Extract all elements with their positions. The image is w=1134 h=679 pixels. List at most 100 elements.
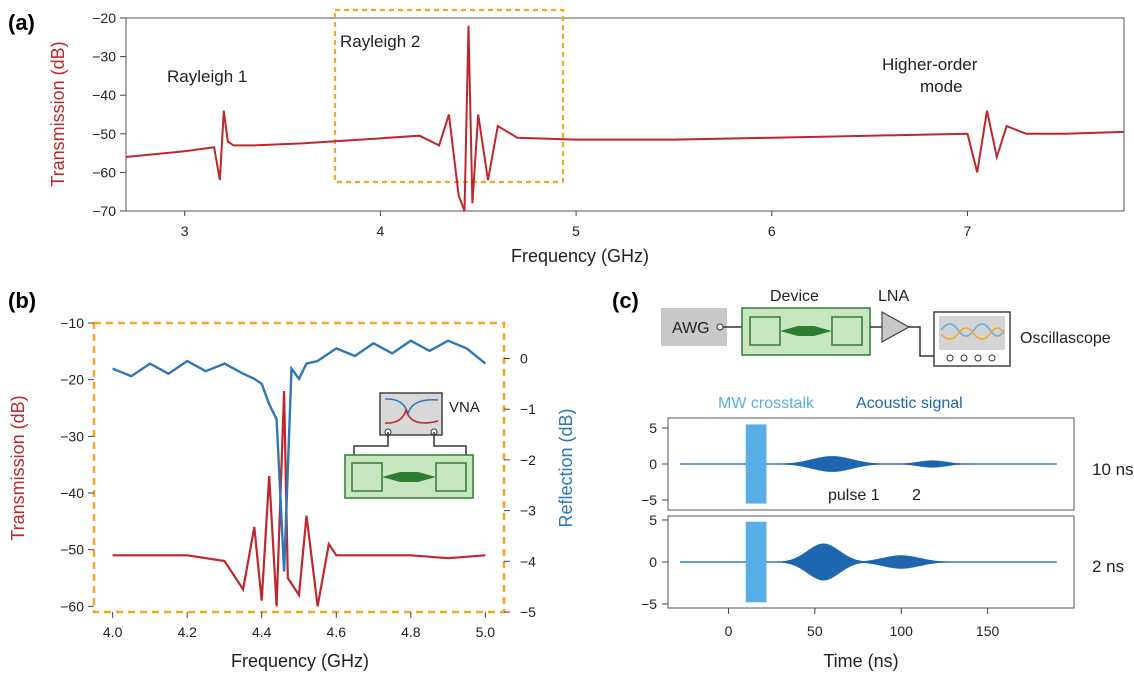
osc-label: Oscillascope: [1020, 330, 1111, 347]
panel-b-x-ticks: 4.0 4.2 4.4 4.6 4.8 5.0: [103, 612, 495, 640]
panel-a-xtick-label: 6: [768, 223, 776, 239]
panel-b-ytick-left-label: −10: [60, 315, 84, 331]
panel-a-ytick-label: −70: [92, 203, 116, 219]
panel-b-ytick-left-label: −40: [60, 485, 84, 501]
pulse-label-2: 2: [912, 487, 921, 504]
acoustic-envelope: [780, 456, 884, 472]
panel-c-xtick-label: 100: [890, 623, 914, 639]
panel-b-xtick-label: 4.4: [252, 624, 272, 640]
trace-top-label: 10 ns: [1092, 460, 1134, 479]
panel-c-schematic: AWG Device LNA Oscillascope: [661, 288, 1111, 367]
device-label: Device: [770, 288, 819, 305]
panel-a-ytick-label: −50: [92, 126, 116, 142]
panel-a-ytick-label: −30: [92, 49, 116, 65]
vna-inset: VNA: [344, 392, 480, 499]
panel-b-y-ticks-left: −10 −20 −30 −40 −50 −60: [60, 315, 94, 614]
panel-b-xlabel: Frequency (GHz): [231, 651, 369, 671]
trace-bottom-signal: [680, 521, 1057, 603]
panel-b-ytick-left-label: −50: [60, 542, 84, 558]
device-taper: [780, 326, 832, 336]
pulse-label-1: pulse 1: [828, 487, 880, 504]
panel-b-frame: [92, 321, 506, 614]
panel-c-chart: AWG Device LNA Oscillascope MW crosstalk…: [641, 288, 1134, 671]
panel-a-xtick-label: 5: [572, 223, 580, 239]
panel-a-x-ticks: 3 4 5 6 7: [181, 211, 972, 239]
panel-a-transmission-line: [125, 25, 1125, 212]
panel-a-xtick-label: 4: [376, 223, 384, 239]
panel-b-ylabel-right: Reflection (dB): [556, 408, 576, 527]
panel-a-ytick-label: −20: [92, 10, 116, 26]
panel-b-xtick-label: 4.2: [177, 624, 197, 640]
panel-b-ylabel-left: Transmission (dB): [8, 395, 28, 540]
panel-b-label: (b): [8, 288, 36, 313]
osc-trace-orange: [940, 327, 1005, 340]
panel-c-label: (c): [612, 288, 639, 313]
panel-b-ytick-right-label: −5: [520, 604, 536, 620]
legend-acoustic: Acoustic signal: [856, 395, 963, 412]
trace-top-signal: [680, 424, 1057, 504]
vna-device-taper: [382, 472, 436, 482]
osc-knob-3: [974, 354, 982, 362]
panel-b-ytick-left-label: −30: [60, 428, 84, 444]
panel-b-ytick-right-label: 0: [520, 350, 528, 366]
panel-b-ytick-right-label: −3: [520, 503, 536, 519]
panel-a-xtick-label: 3: [181, 223, 189, 239]
panel-b-ytick-right-label: −4: [520, 553, 536, 569]
panel-c-ytick-label: 0: [649, 456, 657, 472]
panel-c-xtick-label: 150: [976, 623, 1000, 639]
panel-c-ytick-label: 5: [649, 420, 657, 436]
panel-a-xtick-label: 7: [964, 223, 972, 239]
lna-triangle: [881, 310, 911, 344]
panel-c-xtick-label: 50: [807, 623, 823, 639]
panel-b-xtick-label: 4.8: [401, 624, 421, 640]
panel-a-annotation-hom2: mode: [920, 77, 963, 96]
panel-a-label: (a): [8, 10, 35, 35]
panel-a-annotation-r2: Rayleigh 2: [340, 32, 420, 51]
panel-a-y-ticks: −20 −30 −40 −50 −60 −70: [92, 10, 126, 219]
awg-label: AWG: [672, 320, 710, 337]
panel-b-y-ticks-right: 0 −1 −2 −3 −4 −5: [504, 350, 536, 620]
panel-a-annotation-hom1: Higher-order: [882, 55, 978, 74]
acoustic-envelope: [852, 555, 950, 569]
panel-a-ylabel: Transmission (dB): [48, 41, 68, 186]
panel-a-frame: [125, 17, 1125, 212]
panel-c-xtick-label: 0: [725, 623, 733, 639]
panel-a-annotation-r1: Rayleigh 1: [167, 67, 247, 86]
panel-b-reflection-line: [112, 339, 487, 572]
panel-b-xtick-label: 5.0: [476, 624, 496, 640]
panel-a-highlight-box: [333, 8, 565, 184]
panel-b-transmission-line: [112, 390, 486, 607]
panel-c-x-ticks: 0 50 100 150: [725, 608, 1000, 639]
osc-knob-4: [988, 354, 996, 362]
awg-port: [716, 323, 724, 331]
panel-a-chart: −20 −30 −40 −50 −60 −70 3 4 5 6 7 Rayleigh 1 Rayl…: [48, 8, 1125, 266]
panel-b-xtick-label: 4.0: [103, 624, 123, 640]
panel-c-xlabel: Time (ns): [823, 651, 898, 671]
panel-c-ytick-label: 0: [649, 554, 657, 570]
panel-b-ytick-right-label: −2: [520, 452, 536, 468]
trace-bottom-label: 2 ns: [1092, 557, 1124, 576]
crosstalk-burst: [745, 521, 767, 603]
panel-a-ytick-label: −40: [92, 87, 116, 103]
osc-knob-1: [946, 354, 954, 362]
lna-to-osc-wire: [909, 326, 942, 357]
crosstalk-burst: [745, 424, 767, 504]
panel-b-chart: −10 −20 −30 −40 −50 −60 0 −1 −2 −3 −4 −5 4.0 4.2 4.4…: [8, 315, 576, 671]
acoustic-envelope: [782, 543, 865, 581]
panel-b-ytick-right-label: −1: [520, 401, 536, 417]
panel-c-y-ticks: 5 0 −5 5 0 −5: [641, 420, 668, 612]
vna-label: VNA: [449, 399, 480, 416]
acoustic-envelope: [894, 460, 971, 468]
osc-knob-2: [960, 354, 968, 362]
panel-b-ytick-left-label: −20: [60, 372, 84, 388]
vna-screen-red-trace: [384, 407, 439, 424]
panel-c-ytick-label: −5: [641, 596, 657, 612]
osc-trace-blue: [940, 323, 1005, 337]
panel-c-ytick-label: −5: [641, 492, 657, 508]
panel-a-xlabel: Frequency (GHz): [511, 246, 649, 266]
panel-a-ytick-label: −60: [92, 164, 116, 180]
awg-box: [661, 308, 727, 346]
panel-c-ytick-label: 5: [649, 512, 657, 528]
lna-label: LNA: [878, 288, 909, 305]
